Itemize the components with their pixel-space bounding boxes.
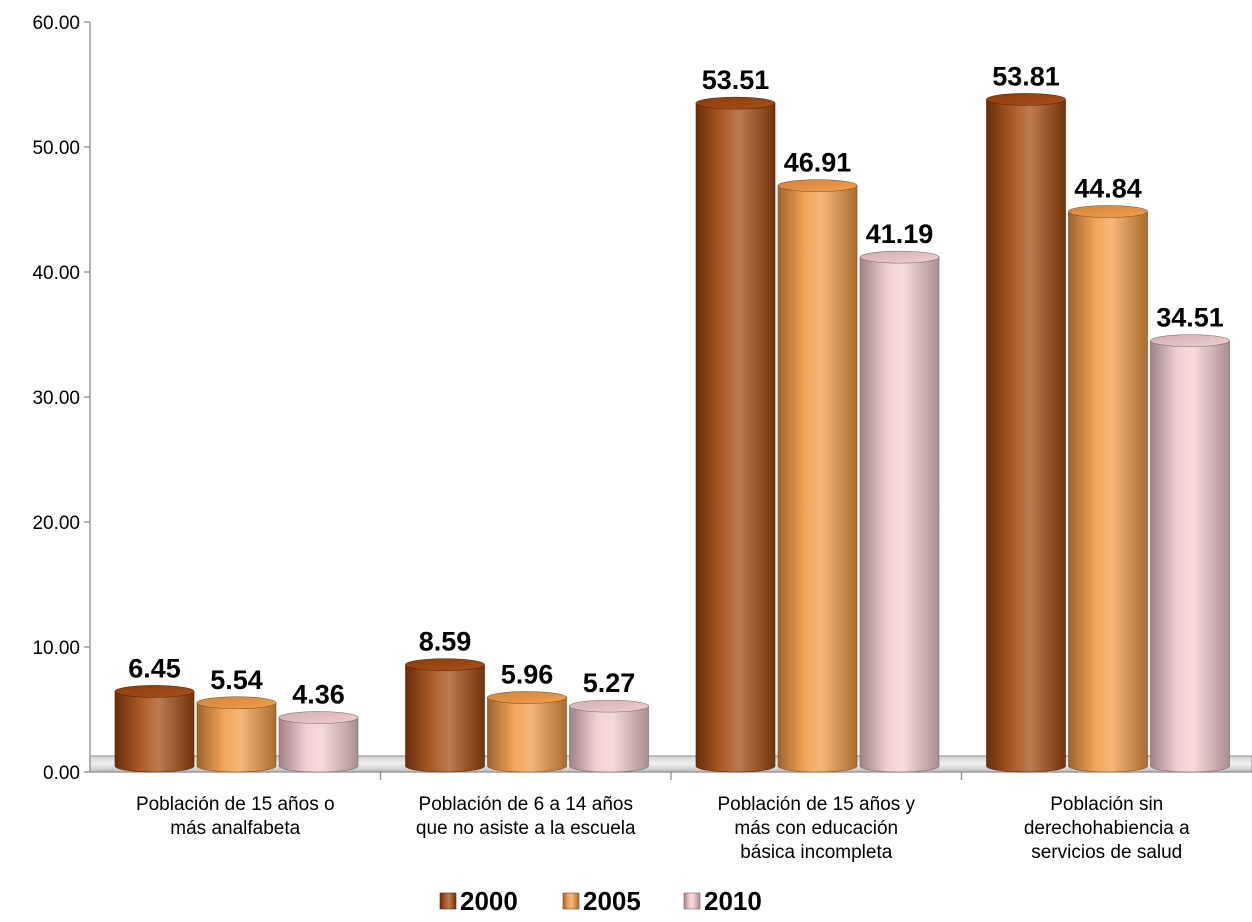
bar-body xyxy=(986,99,1066,773)
bar-top xyxy=(278,711,359,724)
data-label-2005-cat-3: 46.91 xyxy=(784,148,852,178)
bar-body xyxy=(695,102,776,773)
legend-item-2010: 2010 xyxy=(683,886,762,916)
bar-2010-cat-3 xyxy=(859,250,940,773)
data-label-2000-cat-3: 53.51 xyxy=(702,65,770,95)
bar-body xyxy=(114,691,195,773)
legend-swatch xyxy=(562,892,580,910)
data-label-2010-cat-3: 41.19 xyxy=(866,219,934,249)
bar-top xyxy=(405,658,485,671)
data-label-2000-cat-1: 6.45 xyxy=(128,653,181,683)
legend-label: 2010 xyxy=(704,886,762,916)
legend-item-2000: 2000 xyxy=(439,886,518,916)
y-tick-label: 60.00 xyxy=(32,13,80,34)
bar-2000-cat-1 xyxy=(114,685,195,773)
bar-2010-cat-2 xyxy=(569,699,649,773)
bar-top xyxy=(196,696,277,710)
bar-body xyxy=(1150,340,1230,773)
data-labels: 6.45 5.54 4.36 8.59 5.96 5.27 53.51 46.91 41.19 5… xyxy=(128,61,1224,709)
bar-top xyxy=(986,93,1066,106)
bar-2010-cat-4 xyxy=(1150,334,1230,773)
bars xyxy=(114,93,1230,773)
bar-2005-cat-1 xyxy=(196,696,277,773)
bar-2005-cat-3 xyxy=(777,179,858,773)
category-label-line: Población sin xyxy=(1050,794,1163,815)
y-tick-label: 40.00 xyxy=(32,263,80,284)
bar-body xyxy=(569,705,649,773)
category-label-line: más con educación xyxy=(734,818,898,839)
category-label-3: Población de 15 años y más con educación b… xyxy=(717,794,915,863)
data-label-2005-cat-2: 5.96 xyxy=(501,660,554,690)
category-label-line: Población de 15 años o xyxy=(136,794,335,815)
data-label-2010-cat-1: 4.36 xyxy=(292,680,345,710)
legend-label: 2000 xyxy=(460,886,518,916)
category-label-line: servicios de salud xyxy=(1031,842,1182,863)
legend-swatch xyxy=(683,892,701,910)
y-tick-label: 50.00 xyxy=(32,138,80,159)
bar-2010-cat-1 xyxy=(278,711,359,773)
category-label-line: Población de 15 años y xyxy=(717,794,915,815)
bar-2005-cat-2 xyxy=(487,691,567,773)
legend-swatch xyxy=(439,892,457,910)
y-tick-label: 0.00 xyxy=(43,763,80,784)
data-label-2010-cat-4: 34.51 xyxy=(1156,303,1224,333)
category-label-line: derechohabiencia a xyxy=(1024,818,1190,839)
bar-body xyxy=(777,185,858,773)
bar-body xyxy=(859,256,940,773)
category-label-4: Población sin derechohabiencia a servicios… xyxy=(1024,794,1190,863)
y-axis: 0.00 10.00 20.00 30.00 40.00 50.00 60.00 xyxy=(32,13,1252,784)
bar-top xyxy=(695,96,776,110)
bar-body xyxy=(487,697,567,773)
bar-top xyxy=(487,691,567,704)
bar-top xyxy=(1150,334,1230,347)
data-label-2005-cat-4: 44.84 xyxy=(1074,174,1142,204)
bar-top xyxy=(859,250,940,264)
bar-top xyxy=(569,699,649,713)
data-label-2005-cat-1: 5.54 xyxy=(210,665,263,695)
bar-2000-cat-4 xyxy=(986,93,1066,773)
category-label-1: Población de 15 años o más analfabeta xyxy=(136,794,335,839)
bar-body xyxy=(278,717,359,773)
bar-top xyxy=(114,685,195,698)
category-label-line: básica incompleta xyxy=(740,842,893,863)
category-label-2: Población de 6 a 14 años que no asiste a … xyxy=(416,794,636,839)
bar-body xyxy=(196,702,277,773)
data-label-2000-cat-2: 8.59 xyxy=(419,627,472,657)
legend-item-2005: 2005 xyxy=(562,886,641,916)
bar-2000-cat-3 xyxy=(695,96,776,773)
data-label-2010-cat-2: 5.27 xyxy=(583,668,636,698)
y-tick-label: 20.00 xyxy=(32,513,80,534)
y-tick-label: 30.00 xyxy=(32,388,80,409)
data-label-2000-cat-4: 53.81 xyxy=(992,61,1060,91)
bar-2000-cat-2 xyxy=(405,658,485,773)
bar-top xyxy=(777,179,858,192)
y-tick-label: 10.00 xyxy=(32,638,80,659)
legend: 2000 2005 2010 xyxy=(439,886,762,916)
category-label-line: que no asiste a la escuela xyxy=(416,818,636,839)
bar-top xyxy=(1068,205,1148,218)
bar-body xyxy=(1068,211,1148,773)
bar-body xyxy=(405,664,485,773)
category-label-line: Población de 6 a 14 años xyxy=(419,794,633,815)
legend-label: 2005 xyxy=(583,886,641,916)
x-axis-category-labels: Población de 15 años o más analfabetaPobl… xyxy=(136,794,1190,863)
bar-2005-cat-4 xyxy=(1068,205,1148,773)
category-label-line: más analfabeta xyxy=(170,818,300,839)
